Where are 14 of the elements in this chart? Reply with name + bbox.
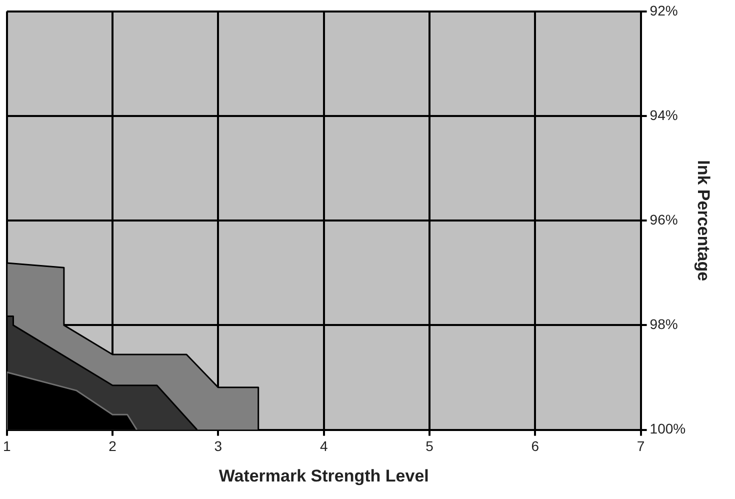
x-tick-label: 2: [108, 438, 117, 454]
y-tick-label: 92%: [650, 2, 678, 18]
x-tick-label: 6: [531, 438, 540, 454]
y-axis-title: Ink Percentage: [694, 160, 714, 282]
x-tick-label: 7: [636, 438, 645, 454]
x-tick-label: 5: [426, 438, 434, 454]
x-tick-label: 3: [214, 438, 222, 454]
x-axis-title: Watermark Strength Level: [218, 466, 429, 486]
y-tick-label: 96%: [650, 211, 678, 228]
y-tick-label: 94%: [650, 106, 678, 123]
y-tick-label: 98%: [650, 316, 678, 332]
x-tick-label: 1: [2, 438, 11, 454]
x-tick-label: 4: [320, 438, 328, 454]
y-tick-label: 100%: [650, 420, 686, 437]
